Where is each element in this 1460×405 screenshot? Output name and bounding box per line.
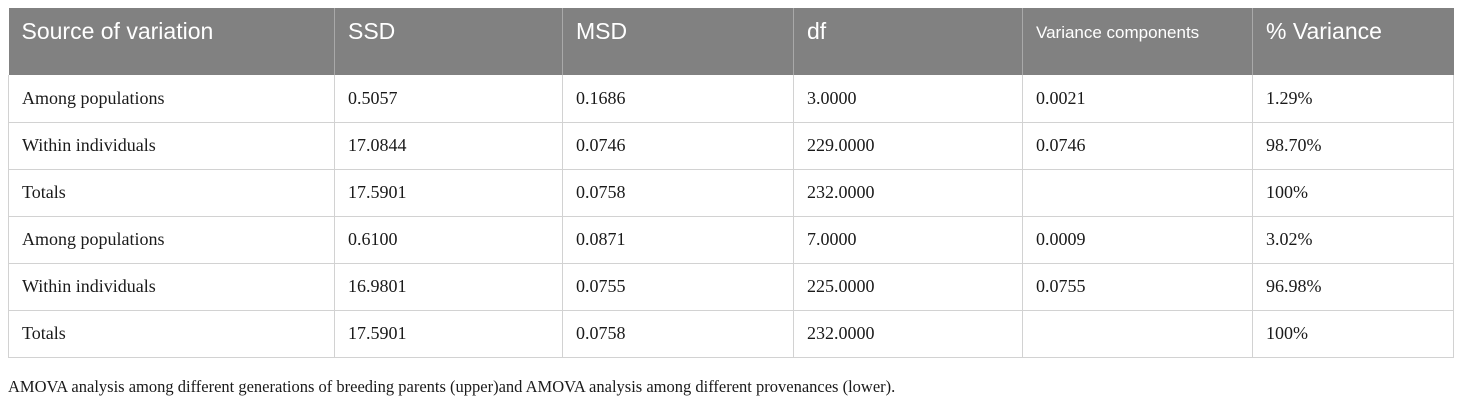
cell-msd: 0.0871 bbox=[562, 215, 794, 264]
table-row: Among populations 0.5057 0.1686 3.0000 0… bbox=[8, 75, 1454, 123]
cell-df: 3.0000 bbox=[793, 75, 1023, 123]
cell-ssd: 0.5057 bbox=[334, 75, 563, 123]
header-source-of-variation: Source of variation bbox=[8, 8, 335, 75]
table-row: Among populations 0.6100 0.0871 7.0000 0… bbox=[8, 215, 1454, 264]
cell-df: 232.0000 bbox=[793, 168, 1023, 217]
cell-df: 232.0000 bbox=[793, 309, 1023, 358]
table-body: Among populations 0.5057 0.1686 3.0000 0… bbox=[8, 75, 1454, 358]
cell-percent-variance: 100% bbox=[1252, 168, 1454, 217]
table-row: Within individuals 16.9801 0.0755 225.00… bbox=[8, 262, 1454, 311]
cell-ssd: 16.9801 bbox=[334, 262, 563, 311]
cell-msd: 0.0758 bbox=[562, 168, 794, 217]
cell-source: Among populations bbox=[8, 75, 335, 123]
cell-percent-variance: 3.02% bbox=[1252, 215, 1454, 264]
header-row: Source of variation SSD MSD df Variance … bbox=[8, 8, 1454, 75]
header-ssd: SSD bbox=[334, 8, 563, 75]
cell-msd: 0.1686 bbox=[562, 75, 794, 123]
cell-percent-variance: 98.70% bbox=[1252, 121, 1454, 170]
cell-ssd: 17.5901 bbox=[334, 168, 563, 217]
header-percent-variance: % Variance bbox=[1252, 8, 1454, 75]
cell-variance-components: 0.0021 bbox=[1022, 75, 1253, 123]
header-msd: MSD bbox=[562, 8, 794, 75]
cell-ssd: 0.6100 bbox=[334, 215, 563, 264]
cell-df: 229.0000 bbox=[793, 121, 1023, 170]
cell-variance-components bbox=[1022, 168, 1253, 217]
header-df: df bbox=[793, 8, 1023, 75]
cell-msd: 0.0746 bbox=[562, 121, 794, 170]
cell-variance-components bbox=[1022, 309, 1253, 358]
cell-source: Within individuals bbox=[8, 121, 335, 170]
cell-source: Within individuals bbox=[8, 262, 335, 311]
cell-variance-components: 0.0755 bbox=[1022, 262, 1253, 311]
header-variance-components: Variance components bbox=[1022, 8, 1253, 75]
cell-msd: 0.0755 bbox=[562, 262, 794, 311]
cell-source: Totals bbox=[8, 309, 335, 358]
table-caption: AMOVA analysis among different generatio… bbox=[8, 377, 896, 396]
cell-percent-variance: 100% bbox=[1252, 309, 1454, 358]
amova-table-container: Source of variation SSD MSD df Variance … bbox=[8, 8, 1454, 358]
cell-ssd: 17.5901 bbox=[334, 309, 563, 358]
cell-df: 225.0000 bbox=[793, 262, 1023, 311]
cell-source: Totals bbox=[8, 168, 335, 217]
cell-df: 7.0000 bbox=[793, 215, 1023, 264]
cell-percent-variance: 96.98% bbox=[1252, 262, 1454, 311]
cell-percent-variance: 1.29% bbox=[1252, 75, 1454, 123]
cell-source: Among populations bbox=[8, 215, 335, 264]
cell-variance-components: 0.0746 bbox=[1022, 121, 1253, 170]
cell-variance-components: 0.0009 bbox=[1022, 215, 1253, 264]
table-row: Totals 17.5901 0.0758 232.0000 100% bbox=[8, 168, 1454, 217]
cell-msd: 0.0758 bbox=[562, 309, 794, 358]
amova-table: Source of variation SSD MSD df Variance … bbox=[8, 8, 1454, 358]
table-row: Within individuals 17.0844 0.0746 229.00… bbox=[8, 121, 1454, 170]
table-row: Totals 17.5901 0.0758 232.0000 100% bbox=[8, 309, 1454, 358]
table-header: Source of variation SSD MSD df Variance … bbox=[8, 8, 1454, 75]
cell-ssd: 17.0844 bbox=[334, 121, 563, 170]
